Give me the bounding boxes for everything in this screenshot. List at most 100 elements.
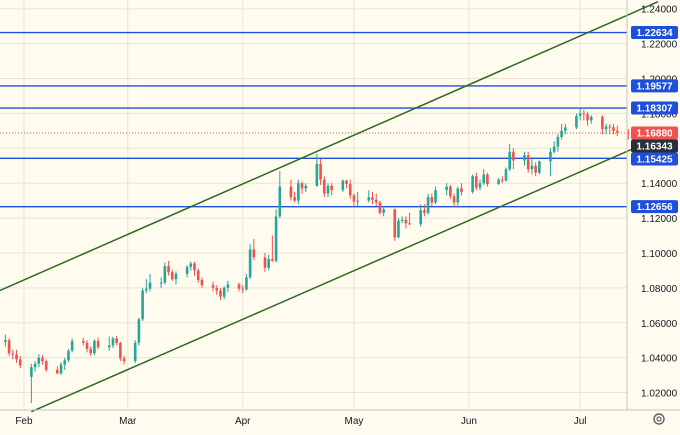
candle bbox=[185, 265, 189, 278]
candle-body bbox=[601, 116, 604, 130]
candle bbox=[504, 167, 508, 182]
candle-body bbox=[534, 165, 537, 173]
candle bbox=[241, 285, 245, 294]
candle bbox=[44, 359, 48, 372]
candle-body bbox=[397, 220, 400, 238]
candle bbox=[163, 262, 167, 285]
candle bbox=[475, 172, 478, 191]
candles bbox=[4, 108, 630, 404]
candle bbox=[445, 183, 448, 196]
candle-body bbox=[300, 183, 304, 189]
candle bbox=[601, 115, 604, 135]
candle-body bbox=[382, 209, 385, 213]
candle bbox=[564, 123, 567, 135]
time-axis[interactable]: Feb Mar Apr May Jun Jul bbox=[15, 416, 586, 427]
candle-body bbox=[63, 360, 67, 365]
candle bbox=[267, 254, 270, 271]
candle bbox=[608, 123, 612, 135]
candle-body bbox=[367, 197, 371, 201]
candle bbox=[111, 336, 115, 349]
candle bbox=[189, 261, 193, 271]
candle-body bbox=[222, 287, 226, 297]
candle-body bbox=[315, 164, 319, 186]
candle bbox=[226, 280, 230, 293]
candle-body bbox=[133, 342, 137, 362]
candle-body bbox=[119, 342, 122, 359]
candle-body bbox=[18, 359, 22, 366]
candle bbox=[137, 317, 141, 346]
candle bbox=[512, 148, 515, 170]
trend-channel bbox=[0, 1, 659, 413]
candle-body bbox=[500, 179, 504, 181]
candle bbox=[367, 190, 371, 203]
horizontal-levels bbox=[0, 31, 627, 208]
candle bbox=[552, 141, 556, 154]
candle bbox=[41, 355, 44, 365]
price-label: 1.19577 bbox=[631, 79, 678, 93]
candle bbox=[382, 205, 385, 217]
candle-body bbox=[326, 185, 330, 194]
candle bbox=[122, 355, 126, 365]
candle bbox=[70, 338, 74, 353]
candle bbox=[374, 193, 378, 206]
y-tick-label: 1.18000 bbox=[641, 109, 678, 120]
candle-body bbox=[322, 179, 326, 194]
candle bbox=[430, 193, 434, 206]
x-tick-label: Jul bbox=[574, 416, 587, 427]
candle-body bbox=[248, 249, 252, 278]
candle-body bbox=[348, 184, 352, 196]
y-tick-label: 1.02000 bbox=[641, 389, 678, 400]
candle bbox=[460, 183, 463, 196]
candle-body bbox=[7, 340, 11, 354]
candle-body bbox=[226, 284, 230, 288]
candle-body bbox=[70, 341, 74, 351]
candle-body bbox=[486, 174, 489, 185]
candle-body bbox=[163, 266, 167, 283]
candle-body bbox=[564, 127, 567, 131]
candle bbox=[322, 176, 326, 198]
candle bbox=[419, 204, 422, 227]
candle bbox=[215, 285, 219, 295]
candle bbox=[200, 277, 204, 288]
candle bbox=[612, 123, 615, 135]
candle-body bbox=[419, 210, 422, 225]
candle bbox=[81, 337, 85, 346]
candle-body bbox=[452, 196, 456, 203]
candle bbox=[330, 183, 334, 196]
price-label: 1.16343 bbox=[631, 139, 678, 153]
candle-body bbox=[408, 223, 411, 225]
price-label: 1.16880 bbox=[631, 126, 678, 139]
price-label-text: 1.15425 bbox=[636, 154, 673, 165]
candle bbox=[145, 279, 148, 294]
candle bbox=[278, 170, 282, 219]
candle bbox=[586, 111, 589, 126]
candle bbox=[423, 204, 426, 217]
price-label: 1.22634 bbox=[631, 26, 678, 40]
candle-body bbox=[145, 288, 148, 291]
candle-body bbox=[167, 266, 170, 273]
price-label-text: 1.12656 bbox=[636, 202, 673, 213]
candle-body bbox=[107, 345, 111, 348]
y-tick-label: 1.10000 bbox=[641, 249, 678, 260]
candle-body bbox=[330, 185, 334, 191]
candle bbox=[15, 349, 18, 363]
candle-body bbox=[604, 126, 608, 130]
candle-body bbox=[578, 113, 582, 117]
candle-body bbox=[297, 183, 300, 201]
y-tick-label: 1.04000 bbox=[641, 354, 678, 365]
candle-body bbox=[111, 338, 115, 346]
candle-body bbox=[512, 151, 515, 161]
candle bbox=[115, 335, 118, 346]
candle bbox=[89, 346, 92, 356]
candle bbox=[549, 148, 552, 177]
candle-body bbox=[475, 176, 478, 188]
price-label: 1.18307 bbox=[631, 101, 678, 115]
candle-body bbox=[252, 249, 256, 258]
x-tick-label: Apr bbox=[235, 416, 251, 427]
price-label-text: 1.16343 bbox=[636, 141, 673, 152]
settings-gear-icon[interactable] bbox=[653, 413, 665, 425]
candle-body bbox=[471, 176, 474, 192]
candle-body bbox=[497, 179, 500, 185]
candle bbox=[148, 273, 152, 292]
